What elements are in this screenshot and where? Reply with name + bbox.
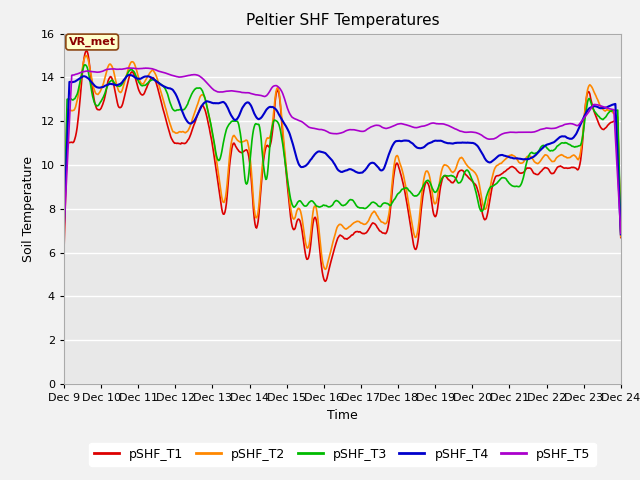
Title: Peltier SHF Temperatures: Peltier SHF Temperatures: [246, 13, 439, 28]
X-axis label: Time: Time: [327, 408, 358, 421]
Text: VR_met: VR_met: [68, 37, 116, 47]
Y-axis label: Soil Temperature: Soil Temperature: [22, 156, 35, 262]
Legend: pSHF_T1, pSHF_T2, pSHF_T3, pSHF_T4, pSHF_T5: pSHF_T1, pSHF_T2, pSHF_T3, pSHF_T4, pSHF…: [89, 443, 596, 466]
